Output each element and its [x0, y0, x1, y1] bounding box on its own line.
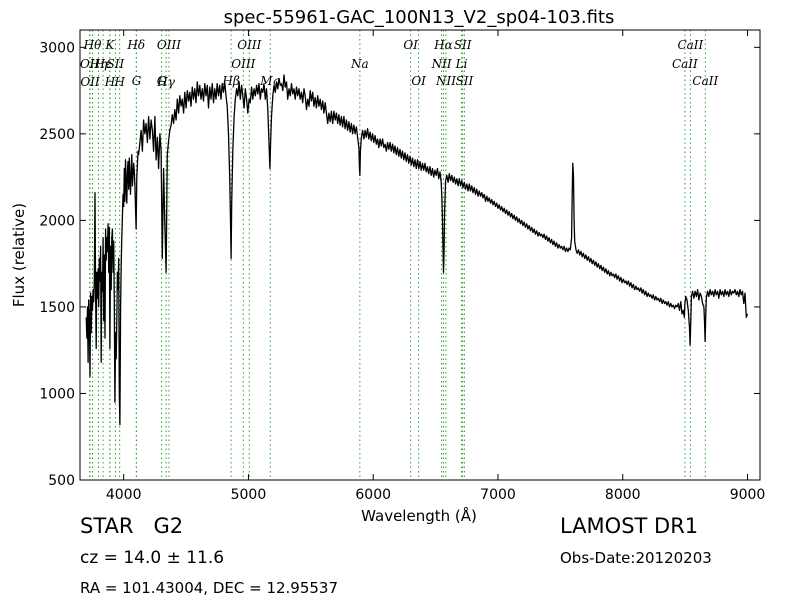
- y-tick-label: 500: [48, 473, 75, 489]
- plot-frame: [79, 29, 761, 481]
- redshift: cz = 14.0 ± 11.6: [80, 548, 225, 568]
- line-label: Li: [455, 57, 468, 71]
- line-label: OIII: [237, 38, 261, 52]
- y-tick-label: 1000: [39, 386, 75, 402]
- line-label: OII: [80, 75, 100, 89]
- x-tick-label: 5000: [231, 487, 267, 503]
- observation-date: Obs-Date:20120203: [560, 549, 712, 567]
- line-label: Hα: [433, 38, 453, 52]
- x-tick-label: 9000: [730, 487, 766, 503]
- y-tick-label: 3000: [39, 40, 75, 56]
- object-class-value: STAR: [80, 514, 134, 538]
- line-markers: [89, 30, 706, 480]
- line-label: OIII: [231, 57, 255, 71]
- y-tick-label: 2000: [39, 213, 75, 229]
- line-label: SII: [107, 57, 125, 71]
- survey-name: LAMOST DR1: [560, 514, 699, 538]
- line-label: Hη: [89, 57, 108, 71]
- line-label: G: [132, 74, 142, 88]
- x-axis-label: Wavelength (Å): [361, 506, 477, 525]
- y-tick-label: 1500: [39, 300, 75, 316]
- line-label: Hε: [94, 57, 112, 71]
- chart-title: spec-55961-GAC_100N13_V2_sp04-103.fits: [224, 7, 615, 28]
- line-label: K: [104, 38, 115, 52]
- y-axis-label: Flux (relative): [10, 203, 28, 307]
- line-label: G: [157, 74, 167, 88]
- y-axis-ticks: 500 1000 1500 2000 2500 3000: [39, 40, 760, 489]
- line-label: Hβ: [221, 74, 239, 88]
- line-label: OI: [411, 74, 426, 88]
- subclass-value: G2: [153, 514, 184, 538]
- x-tick-label: 4000: [106, 487, 142, 503]
- line-label: Hγ: [156, 75, 175, 89]
- object-class: STAR G2: [80, 514, 183, 538]
- line-label: SII: [454, 38, 472, 52]
- line-label: H: [104, 75, 116, 89]
- x-tick-label: 6000: [355, 487, 391, 503]
- line-label: OIII: [157, 38, 181, 52]
- x-tick-label: 8000: [605, 487, 641, 503]
- coordinates: RA = 101.43004, DEC = 12.95537: [80, 579, 339, 597]
- line-label: OI: [403, 38, 418, 52]
- line-label: NII: [435, 74, 456, 88]
- y-tick-label: 2500: [39, 127, 75, 143]
- line-label: NII: [431, 57, 452, 71]
- line-label: OII: [80, 57, 100, 71]
- line-label: SII: [456, 74, 474, 88]
- spectrum-line: [85, 74, 749, 426]
- x-tick-label: 7000: [480, 487, 516, 503]
- line-label: CaII: [692, 74, 718, 88]
- line-label: Hθ: [83, 38, 102, 52]
- line-label: Na: [350, 57, 369, 71]
- x-axis-ticks: 4000 5000 6000 7000 8000 9000: [106, 30, 765, 503]
- line-label: H: [113, 75, 125, 89]
- line-label: Hδ: [126, 38, 145, 52]
- line-label: CaII: [677, 38, 703, 52]
- line-label: CaII: [672, 57, 698, 71]
